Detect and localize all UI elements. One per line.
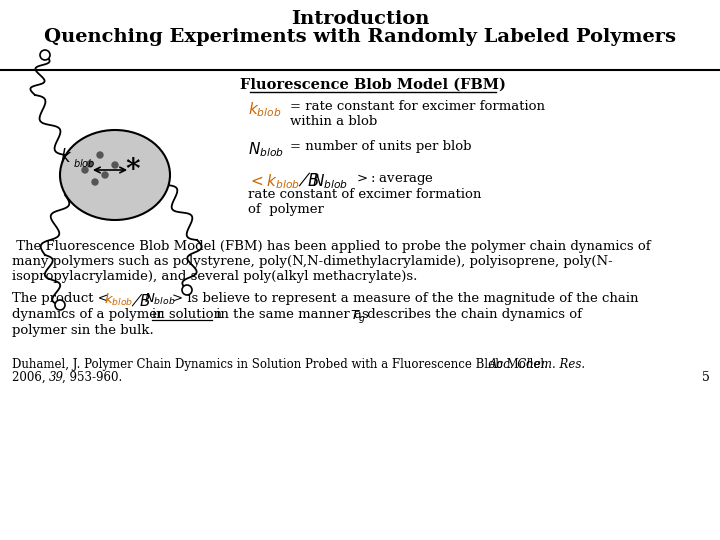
Circle shape [182,285,192,295]
Text: $\!\not\!B$: $\!\not\!B$ [131,292,151,309]
Text: $N_{blob}$: $N_{blob}$ [144,292,176,307]
Circle shape [92,179,98,185]
Text: > is believe to represent a measure of the the magnitude of the chain: > is believe to represent a measure of t… [172,292,639,305]
Text: $\!\not\!B$: $\!\not\!B$ [298,172,320,190]
Text: Quenching Experiments with Randomly Labeled Polymers: Quenching Experiments with Randomly Labe… [44,28,676,46]
Text: of  polymer: of polymer [248,203,324,216]
Ellipse shape [60,130,170,220]
Circle shape [102,172,108,178]
Text: = rate constant for excimer formation: = rate constant for excimer formation [290,100,545,113]
Circle shape [40,50,50,60]
Text: $>$: average: $>$: average [354,172,434,187]
Text: Fluorescence Blob Model (FBM): Fluorescence Blob Model (FBM) [240,78,506,92]
Text: Acc. Chem. Res.: Acc. Chem. Res. [489,358,586,371]
Circle shape [82,167,88,173]
Text: $N_{blob}$: $N_{blob}$ [312,172,348,191]
Text: Introduction: Introduction [291,10,429,28]
Text: 5: 5 [702,371,710,384]
Text: $blob$: $blob$ [73,157,96,169]
Text: = number of units per blob: = number of units per blob [290,140,472,153]
Text: in solution: in solution [152,308,222,321]
Circle shape [55,300,65,310]
Text: $T_g$: $T_g$ [350,308,366,325]
Text: , 953-960.: , 953-960. [62,371,122,384]
Text: $k$: $k$ [60,148,72,166]
Text: within a blob: within a blob [290,115,377,128]
Text: 39: 39 [49,371,64,384]
Text: $k_{blob}$: $k_{blob}$ [248,100,282,119]
Text: 2006,: 2006, [12,371,50,384]
Text: rate constant of excimer formation: rate constant of excimer formation [248,188,482,201]
Text: The Fluorescence Blob Model (FBM) has been applied to probe the polymer chain dy: The Fluorescence Blob Model (FBM) has be… [12,240,651,283]
Circle shape [97,152,103,158]
Circle shape [87,161,93,167]
Text: in the same manner as: in the same manner as [212,308,373,321]
Text: polymer sin the bulk.: polymer sin the bulk. [12,324,154,337]
Text: $k_{blob}$: $k_{blob}$ [104,292,133,308]
Text: *: * [126,157,140,184]
Text: describes the chain dynamics of: describes the chain dynamics of [363,308,582,321]
Text: Duhamel, J. Polymer Chain Dynamics in Solution Probed with a Fluorescence Blob M: Duhamel, J. Polymer Chain Dynamics in So… [12,358,552,371]
Text: $N_{blob}$: $N_{blob}$ [248,140,284,159]
Text: The product <: The product < [12,292,113,305]
Text: $< k_{blob}$: $< k_{blob}$ [248,172,300,191]
Circle shape [112,162,118,168]
Text: dynamics of a polymer: dynamics of a polymer [12,308,168,321]
